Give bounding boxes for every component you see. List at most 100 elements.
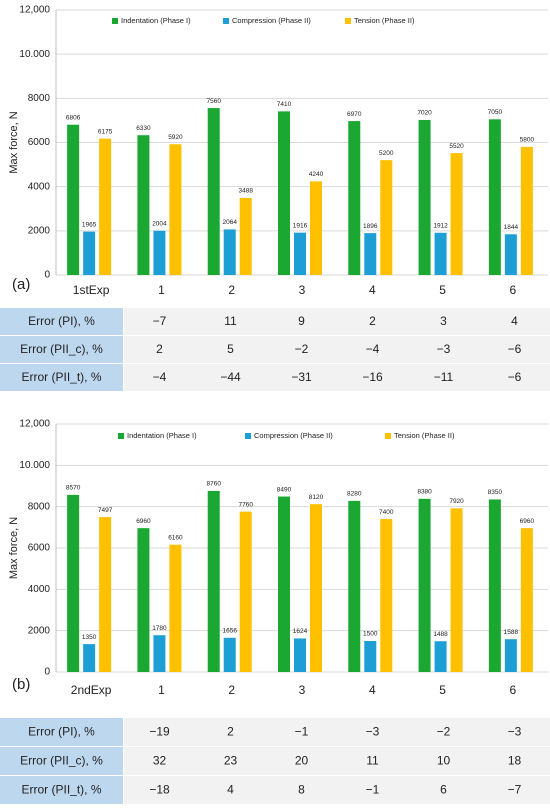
data-label: 1624 — [293, 628, 308, 635]
x-tick-label: 5 — [439, 283, 446, 297]
table-text: −31 — [291, 370, 312, 384]
table-cell — [337, 336, 408, 363]
x-tick-label: 5 — [439, 683, 446, 697]
bar — [153, 635, 166, 672]
y-tick-label: 0 — [44, 270, 50, 281]
table-text: 3 — [440, 314, 447, 328]
bar — [364, 233, 377, 275]
y-tick-label: 6000 — [28, 543, 51, 554]
table-text: −1 — [295, 725, 309, 739]
table-cell — [479, 364, 550, 391]
table-cell — [0, 336, 123, 363]
data-label: 8120 — [309, 494, 324, 501]
bar — [294, 232, 306, 275]
data-label: 5800 — [520, 137, 535, 144]
y-tick-label: 12,000 — [19, 419, 50, 430]
data-label: 8380 — [417, 489, 432, 496]
data-label: 1656 — [222, 627, 237, 634]
data-label: 6970 — [347, 111, 362, 118]
bar — [169, 544, 182, 672]
bar — [223, 229, 236, 275]
bar — [239, 511, 252, 672]
data-label: 1588 — [504, 629, 519, 636]
table-text: 11 — [224, 314, 237, 328]
data-label: 6806 — [66, 114, 81, 121]
data-label: 1965 — [82, 221, 97, 228]
table-text: −11 — [434, 370, 454, 384]
table-text: −2 — [295, 342, 309, 356]
table-cell — [195, 718, 266, 746]
table-cell — [195, 364, 266, 391]
x-tick-label: 6 — [510, 283, 517, 297]
bar — [434, 232, 447, 275]
bar — [223, 637, 236, 672]
data-label: 1896 — [363, 223, 378, 230]
bar — [380, 160, 393, 275]
table-text: Error (PI), % — [28, 314, 95, 328]
y-tick-label: 0 — [44, 667, 50, 678]
table-cell — [195, 308, 266, 335]
data-label: 5520 — [449, 143, 464, 150]
bar — [137, 135, 150, 275]
table-text: −4 — [366, 342, 380, 356]
y-tick-label: 2000 — [28, 625, 51, 636]
x-tick-label: 1stExp — [73, 283, 110, 297]
table-cell — [479, 747, 550, 775]
data-label: 6330 — [136, 125, 151, 132]
legend-label: Indentation (Phase I) — [127, 431, 197, 440]
data-label: 6175 — [98, 128, 113, 135]
data-label: 3488 — [238, 188, 253, 195]
data-label: 6960 — [136, 518, 151, 525]
bar — [418, 119, 431, 275]
table-text: −3 — [437, 342, 451, 356]
bar — [137, 528, 150, 672]
data-label: 5200 — [379, 150, 394, 157]
table-text: Error (PII_t), % — [21, 370, 101, 384]
bar — [310, 181, 322, 275]
legend-label: Tension (Phase II) — [354, 16, 415, 25]
table-text: 10 — [437, 754, 451, 768]
legend-swatch — [223, 18, 229, 24]
data-label: 7400 — [379, 509, 394, 516]
data-label: 7920 — [449, 498, 464, 505]
legend-label: Compression (Phase II) — [232, 16, 311, 25]
table-cell — [479, 718, 550, 746]
data-label: 1844 — [504, 224, 519, 231]
table-text: −3 — [366, 725, 380, 739]
table-text: 2 — [369, 314, 376, 328]
table-cell — [337, 718, 408, 746]
y-tick-label: 8000 — [28, 501, 51, 512]
bar — [278, 496, 290, 672]
bar — [488, 499, 501, 672]
data-label: 1912 — [433, 222, 448, 229]
table-text: −1 — [366, 783, 380, 797]
bar — [504, 234, 517, 275]
table-cell — [266, 718, 337, 746]
data-label: 1916 — [293, 222, 308, 229]
x-tick-label: 2 — [228, 683, 235, 697]
legend-swatch — [112, 18, 118, 24]
table-cell — [124, 747, 195, 775]
bar — [418, 498, 431, 672]
table-cell — [266, 747, 337, 775]
y-tick-label: 6000 — [28, 137, 51, 148]
bar — [169, 144, 182, 275]
table-text: −4 — [153, 370, 167, 384]
bar — [488, 119, 501, 275]
y-tick-label: 2000 — [28, 225, 51, 236]
table-text: 2 — [156, 342, 163, 356]
data-label: 8760 — [206, 481, 221, 488]
bar — [294, 638, 306, 672]
table-text: 4 — [511, 314, 518, 328]
bar — [67, 124, 80, 275]
table-cell — [195, 776, 266, 804]
x-tick-label: 2ndExp — [71, 683, 112, 697]
x-tick-label: 2 — [228, 283, 235, 297]
y-tick-label: 12,000 — [19, 5, 50, 16]
table-cell — [0, 776, 123, 804]
table-text: Error (PII_t), % — [21, 783, 101, 797]
table-cell — [408, 308, 479, 335]
data-label: 8350 — [488, 489, 503, 496]
table-text: −2 — [437, 725, 451, 739]
